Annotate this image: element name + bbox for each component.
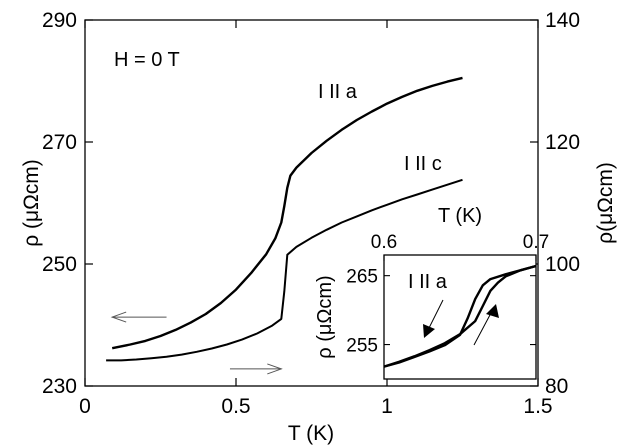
main-series	[106, 76, 463, 362]
y-tick-label-left-0: 230	[42, 375, 77, 398]
y-tick-label-left-2: 270	[42, 131, 77, 154]
y-tick-label-right-1: 100	[545, 253, 580, 276]
x-tick-label-3: 1.5	[523, 395, 552, 418]
plot-frame	[84, 19, 539, 387]
x-tick-label-2: 1	[381, 395, 393, 418]
inset-x-tick-label-1: 0.7	[523, 232, 549, 253]
inset-cooling-arrow-shaft	[427, 299, 444, 331]
inset-y-tick-label-0: 255	[346, 336, 378, 357]
x-tick-label-0: 0	[79, 395, 91, 418]
inset-warming-arrow-head	[486, 304, 499, 318]
y-tick-label-left-1: 250	[42, 253, 77, 276]
inset-cooling-arrow-head	[423, 324, 435, 338]
y-axis-label-right: ρ(μΩcm)	[594, 162, 617, 244]
series-line-a	[111, 76, 463, 350]
inset-branch-warming	[383, 264, 537, 368]
inset-ticks: 0.6 0.7 255 265	[346, 232, 549, 357]
series-line-c	[106, 178, 463, 362]
y-tick-label-right-2: 120	[545, 131, 580, 154]
y-axis-label-left: ρ (μΩcm)	[20, 159, 43, 247]
x-axis-label: T (K)	[288, 422, 334, 445]
arrow-left-axis-head	[110, 311, 127, 323]
inset-warming-arrow-shaft	[473, 312, 492, 346]
arrow-right-axis-head	[267, 363, 283, 375]
inset-y-tick-label-1: 265	[346, 267, 378, 288]
series-label-a: I II a	[318, 81, 358, 103]
inset-chart: 0.6 0.7 255 265 T (K) ρ (μΩcm) I II a	[314, 205, 549, 380]
inset-x-axis-label: T (K)	[438, 205, 482, 227]
x-tick-label-1: 0.5	[221, 395, 250, 418]
inset-y-axis-label: ρ (μΩcm)	[314, 275, 336, 358]
inset-series-label: I II a	[408, 271, 448, 293]
main-ticks: 0 0.5 1 1.5 230 250 270 290 80 100 120 140	[42, 9, 580, 418]
inset-series	[383, 264, 537, 368]
inset-frame	[383, 254, 537, 380]
y-tick-label-right-3: 140	[545, 9, 580, 32]
inset-arrows	[423, 299, 499, 346]
y-tick-label-right-0: 80	[545, 375, 568, 398]
y-tick-label-left-3: 290	[42, 9, 77, 32]
series-label-c: I II c	[404, 153, 442, 175]
main-arrows	[110, 311, 283, 375]
inset-x-tick-label-0: 0.6	[371, 232, 397, 253]
field-annotation: H = 0 T	[114, 49, 180, 71]
